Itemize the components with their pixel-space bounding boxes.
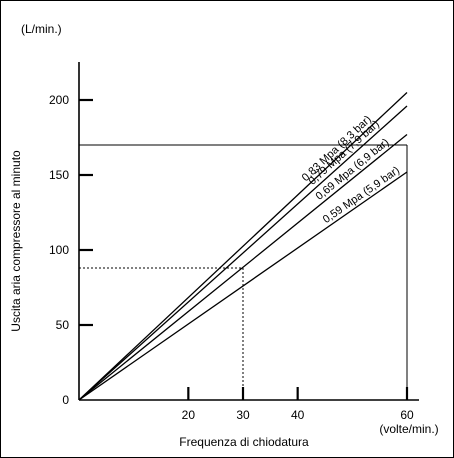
y-tick-label: 0 xyxy=(62,393,69,407)
y-tick-label: 50 xyxy=(56,318,70,332)
x-tick-label: 40 xyxy=(291,408,305,422)
y-tick-label: 200 xyxy=(49,93,69,107)
x-unit-label: (volte/min.) xyxy=(379,422,438,436)
x-tick-label: 30 xyxy=(236,408,250,422)
series-line xyxy=(78,92,408,401)
y-axis-title: Uscita aria compressore al minuto xyxy=(9,150,23,332)
y-unit-label: (L/min.) xyxy=(21,22,62,36)
x-tick-label: 60 xyxy=(400,408,414,422)
x-axis-title: Frequenza di chiodatura xyxy=(179,435,309,449)
reference-lines xyxy=(79,144,408,400)
series-line xyxy=(78,171,408,401)
ticks: 0 50 100 150 200 20 30 40 60 xyxy=(49,93,414,422)
series-line xyxy=(78,133,408,401)
series-line xyxy=(78,105,408,401)
axes xyxy=(78,62,419,401)
y-tick-label: 100 xyxy=(49,243,69,257)
x-tick-label: 20 xyxy=(182,408,196,422)
y-tick-label: 150 xyxy=(49,168,69,182)
